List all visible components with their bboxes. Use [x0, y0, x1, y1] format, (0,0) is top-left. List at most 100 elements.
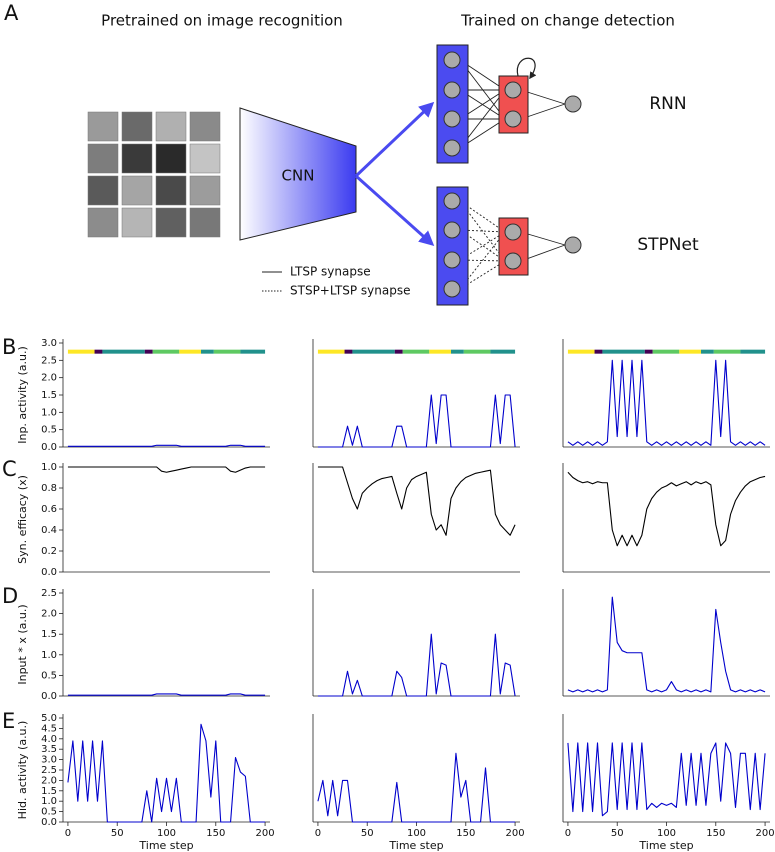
y-tick-label: 0.4: [41, 525, 57, 536]
data-line: [67, 723, 266, 823]
panel-label: E: [2, 709, 15, 733]
panel-label: C: [2, 457, 17, 481]
data-line: [567, 596, 766, 693]
stimulus-segment: [594, 349, 603, 354]
y-tick-label: 2.5: [41, 355, 57, 366]
stimulus-segment: [152, 349, 180, 354]
y-tick-label: 1.0: [41, 650, 57, 661]
stimulus-segment: [144, 349, 153, 354]
y-tick-label: 0.8: [41, 483, 57, 494]
x-tick-label: 150: [206, 828, 225, 839]
x-axis-label: Time step: [138, 839, 193, 852]
stimulus-segment: [94, 349, 103, 354]
x-tick-label: 0: [65, 828, 71, 839]
stimulus-segment: [713, 349, 741, 354]
legend-label: LTSP synapse: [290, 265, 371, 279]
cnn-label: CNN: [282, 167, 315, 185]
y-tick-label: 1.0: [41, 407, 57, 418]
y-tick-label: 1.5: [41, 786, 57, 797]
network-label: RNN: [649, 94, 686, 114]
data-line: [567, 742, 766, 817]
x-tick-label: 100: [657, 828, 676, 839]
y-tick-label: 0.0: [41, 691, 57, 702]
x-tick-label: 0: [565, 828, 571, 839]
y-tick-label: 3.5: [41, 744, 57, 755]
stimulus-segment: [602, 349, 645, 354]
rnn-network: [436, 44, 582, 164]
network-label: STPNet: [637, 235, 699, 255]
y-tick-label: 0.5: [41, 425, 57, 436]
stimulus-segment: [344, 349, 353, 354]
image-grid: [87, 111, 221, 238]
x-axis-label: Time step: [388, 839, 443, 852]
y-tick-label: 1.5: [41, 390, 57, 401]
legend-label: STSP+LTSP synapse: [290, 284, 410, 298]
data-line: [67, 466, 266, 473]
stimulus-segment: [567, 349, 595, 354]
data-line: [67, 444, 266, 447]
y-axis-label: Input * x (a.u.): [16, 604, 29, 684]
stimulus-segment: [213, 349, 241, 354]
stimulus-segment: [463, 349, 491, 354]
y-tick-label: 0.6: [41, 504, 57, 515]
data-line: [67, 693, 266, 696]
stpnet-network: [436, 186, 582, 306]
stimulus-segment: [240, 349, 266, 354]
x-tick-label: 100: [407, 828, 426, 839]
data-line: [567, 359, 766, 446]
y-tick-label: 1.0: [41, 462, 57, 473]
x-tick-label: 0: [315, 828, 321, 839]
cnn-block: [239, 107, 357, 241]
y-tick-label: 1.5: [41, 629, 57, 640]
stimulus-segment: [352, 349, 395, 354]
y-tick-label: 0.0: [41, 567, 57, 578]
stimulus-segment: [490, 349, 516, 354]
x-tick-label: 200: [256, 828, 275, 839]
y-tick-label: 2.0: [41, 609, 57, 620]
y-tick-label: 2.0: [41, 373, 57, 384]
stimulus-segment: [67, 349, 95, 354]
stimulus-segment: [394, 349, 403, 354]
title: Pretrained on image recognition: [101, 12, 343, 30]
data-line: [567, 471, 766, 547]
stimulus-segment: [701, 349, 714, 354]
y-tick-label: 4.5: [41, 723, 57, 734]
y-tick-label: 0.5: [41, 670, 57, 681]
stimulus-segment: [644, 349, 653, 354]
panel-label: D: [2, 584, 18, 608]
data-line: [317, 466, 516, 536]
x-tick-label: 100: [157, 828, 176, 839]
y-tick-label: 5.0: [41, 713, 57, 724]
x-tick-label: 200: [506, 828, 525, 839]
stimulus-segment: [451, 349, 464, 354]
y-tick-label: 1.0: [41, 796, 57, 807]
y-tick-label: 0.5: [41, 807, 57, 818]
stimulus-segment: [402, 349, 430, 354]
y-tick-label: 0.0: [41, 817, 57, 828]
stimulus-segment: [679, 349, 701, 354]
y-axis-label: Syn. efficacy (x): [16, 475, 29, 564]
y-tick-label: 4.0: [41, 734, 57, 745]
x-tick-label: 200: [756, 828, 775, 839]
y-tick-label: 2.5: [41, 588, 57, 599]
y-axis-label: Inp. activity (a.u.): [16, 346, 29, 444]
y-tick-label: 0.2: [41, 546, 57, 557]
panel-label: B: [2, 335, 16, 359]
stimulus-segment: [317, 349, 345, 354]
y-tick-label: 2.5: [41, 765, 57, 776]
x-tick-label: 50: [611, 828, 624, 839]
panel-label: A: [4, 1, 19, 25]
y-tick-label: 0.0: [41, 442, 57, 453]
data-line: [317, 752, 516, 823]
x-tick-label: 50: [361, 828, 374, 839]
y-tick-label: 3.0: [41, 338, 57, 349]
data-line: [317, 394, 516, 448]
y-tick-label: 2.0: [41, 775, 57, 786]
stimulus-segment: [201, 349, 214, 354]
stimulus-segment: [740, 349, 766, 354]
x-axis-label: Time step: [638, 839, 693, 852]
diagram: A Pretrained on image recognition Traine…: [4, 1, 699, 306]
stimulus-segment: [102, 349, 145, 354]
title: Trained on change detection: [460, 12, 675, 30]
